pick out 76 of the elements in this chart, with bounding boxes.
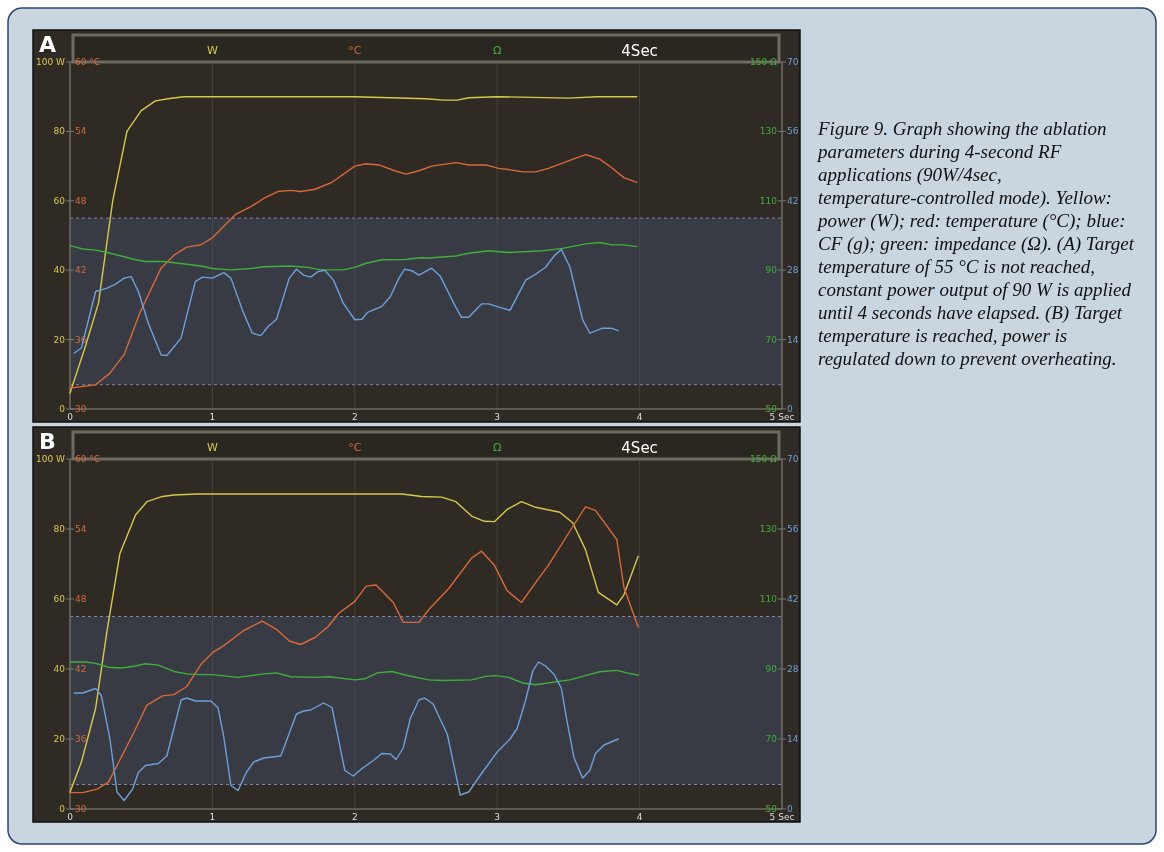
y2-tick-label: 90 <box>765 265 778 276</box>
y-tick-label: 70 <box>787 57 799 67</box>
line-series <box>69 153 638 389</box>
x-tick-label: 3 <box>494 812 501 822</box>
y3-tick-label: 42 <box>75 664 87 674</box>
x-tick-label: 4 <box>636 812 643 822</box>
y-tick-label: 42 <box>787 195 799 206</box>
text: 4Sec <box>621 41 658 60</box>
x-tick-label: 2 <box>351 412 358 422</box>
y-tick-label: 20 <box>53 734 66 744</box>
text: °C <box>348 43 362 57</box>
y3-tick-label: 42 <box>75 265 87 276</box>
y-tick-label: 28 <box>787 265 799 276</box>
y-tick-label: 60 <box>53 594 66 604</box>
y-tick-label: 0 <box>59 804 66 814</box>
y-tick-label: 0 <box>59 404 66 414</box>
y2-tick-label: 70 <box>765 734 778 744</box>
y2-tick-label: 130 <box>759 126 778 137</box>
text: Ω <box>493 43 502 57</box>
y-tick-label: 100 W <box>36 57 66 67</box>
x-tick-label: 1 <box>209 412 216 422</box>
text: 4Sec <box>621 438 658 457</box>
y3-tick-label: 30 <box>75 404 87 414</box>
x-tick-label: 2 <box>351 812 358 822</box>
line-series <box>73 661 619 802</box>
y-tick-label: 20 <box>53 334 66 345</box>
x-tick-label: 3 <box>494 412 501 422</box>
y2-tick-label: 70 <box>765 334 778 345</box>
y-tick-label: 60 <box>53 195 66 206</box>
y3-tick-label: 60 °C <box>75 454 101 464</box>
line-series <box>73 248 619 357</box>
y2-tick-label: 150 Ω <box>750 57 778 67</box>
text: W <box>206 43 218 57</box>
x-tick-label: 0 <box>67 812 74 822</box>
y-tick-label: 40 <box>53 265 66 276</box>
y-tick-label: 14 <box>787 334 799 345</box>
y-tick-label: 0 <box>787 404 793 414</box>
y2-tick-label: 130 <box>759 524 778 534</box>
text: Figure 9. Graph showing the ablation parameters during 4-second RF applications (90W/4sec, temperature-controlled mode). Yellow: power (W); red: temperature (°C); blue: CF (g); green: impedance (Ω). (A) Target temperature of 55 °C is not reached, constant power output of 90 W is applied until 4 seconds have elapsed. (B) Target temperature is reached, power is regulated down to prevent overheating. <box>818 118 1135 369</box>
x-tick-label: 4 <box>636 412 643 422</box>
y-tick-label: 80 <box>53 524 66 534</box>
x-tick-label: 1 <box>209 812 216 822</box>
chart-title: B <box>39 429 56 454</box>
y3-tick-label: 48 <box>75 195 87 206</box>
y2-tick-label: 110 <box>759 195 778 206</box>
line-series <box>69 241 638 271</box>
text: °C <box>348 440 362 454</box>
y-tick-label: 56 <box>787 524 799 534</box>
y2-tick-label: 50 <box>765 804 778 814</box>
y-tick-label: 14 <box>787 734 799 744</box>
y3-tick-label: 60 °C <box>75 57 101 67</box>
y-tick-label: 56 <box>787 126 799 137</box>
chart-title: A <box>39 32 57 57</box>
y3-tick-label: 48 <box>75 594 87 604</box>
line-series <box>69 661 639 686</box>
y-tick-label: 28 <box>787 664 799 674</box>
y3-tick-label: 36 <box>75 734 87 744</box>
line-series <box>69 96 638 394</box>
x-tick-label: 5 Sec <box>769 412 795 422</box>
y3-tick-label: 54 <box>75 126 87 137</box>
y2-tick-label: 90 <box>765 664 778 674</box>
y3-tick-label: 30 <box>75 804 87 814</box>
y-tick-label: 42 <box>787 594 799 604</box>
text: W <box>206 440 218 454</box>
y3-tick-label: 54 <box>75 524 87 534</box>
y2-tick-label: 50 <box>765 404 778 414</box>
x-tick-label: 5 Sec <box>769 812 795 822</box>
y-tick-label: 100 W <box>36 454 66 464</box>
y-tick-label: 0 <box>787 804 793 814</box>
y-tick-label: 70 <box>787 454 799 464</box>
y-tick-label: 40 <box>53 664 66 674</box>
x-tick-label: 0 <box>67 412 74 422</box>
y2-tick-label: 150 Ω <box>750 454 778 464</box>
y-tick-label: 80 <box>53 126 66 137</box>
y2-tick-label: 110 <box>759 594 778 604</box>
text: Ω <box>493 440 502 454</box>
